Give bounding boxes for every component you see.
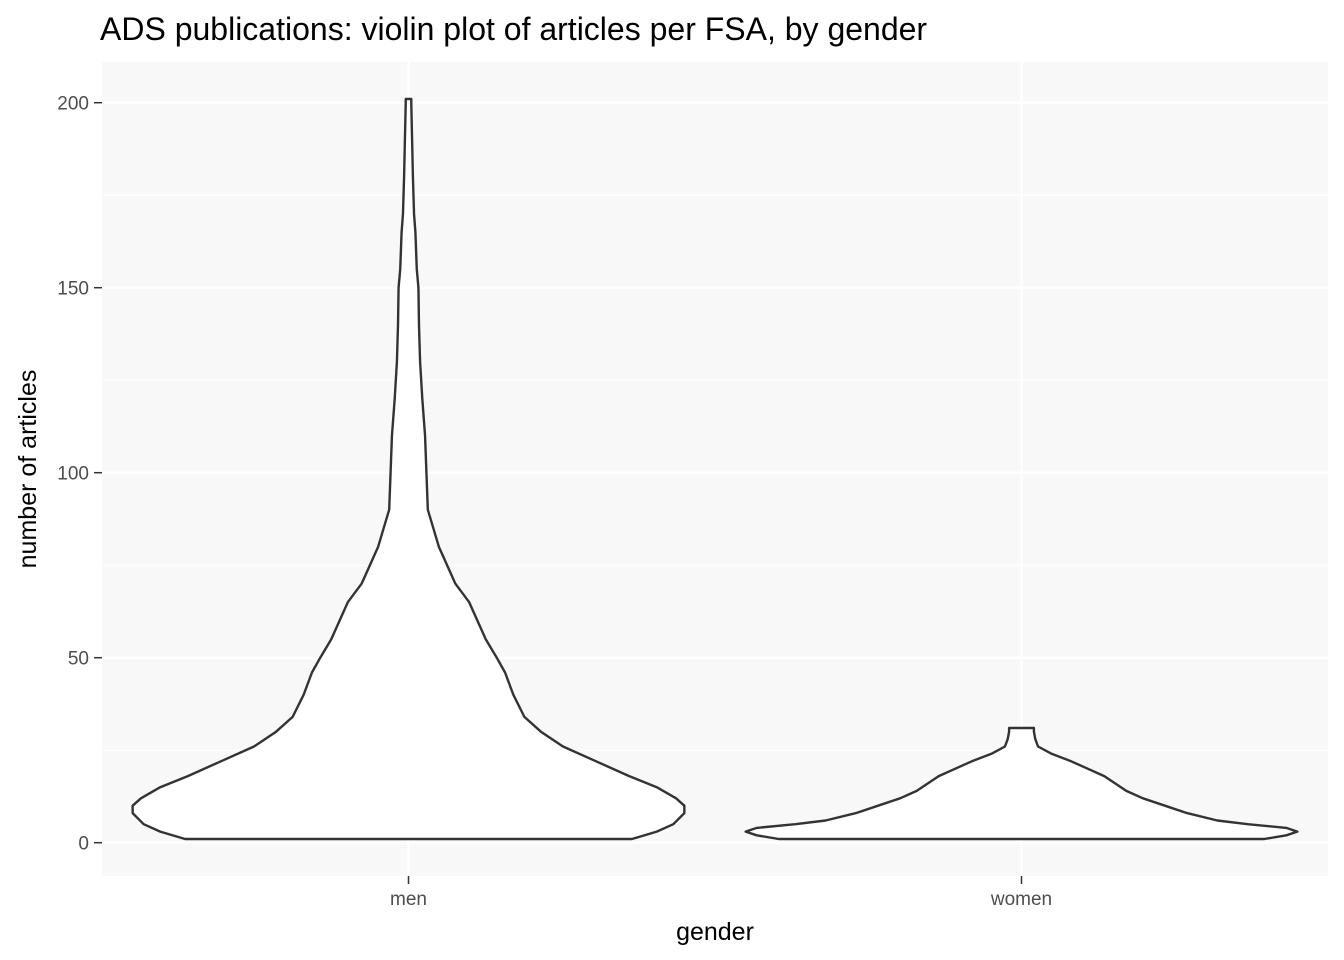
x-axis-title: gender [676, 918, 754, 946]
y-tick-label: 200 [57, 94, 89, 115]
chart-title: ADS publications: violin plot of article… [100, 11, 927, 47]
y-tick-label: 100 [57, 464, 89, 485]
x-tick-label-men: men [390, 889, 427, 910]
violin-men [131, 97, 686, 841]
violin-women [744, 726, 1299, 841]
x-tick-label-women: women [990, 889, 1052, 910]
y-tick-label: 0 [78, 834, 89, 855]
violins [131, 97, 1299, 841]
x-axis: men women [390, 876, 1052, 910]
y-tick-label: 50 [68, 649, 89, 670]
y-tick-label: 150 [57, 279, 89, 300]
y-axis: 0 50 100 150 200 [57, 94, 102, 855]
y-axis-title: number of articles [14, 370, 42, 569]
